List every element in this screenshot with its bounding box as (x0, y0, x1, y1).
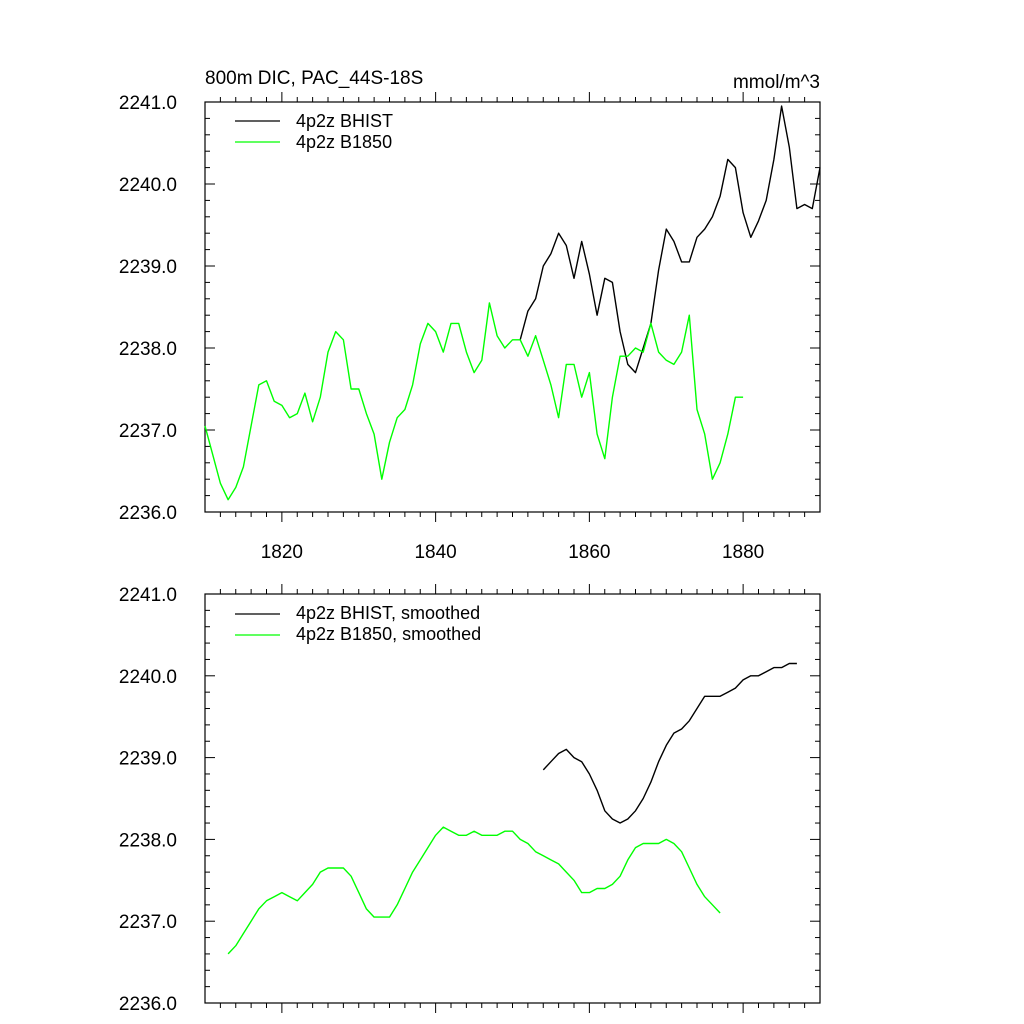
x-tick-label: 1860 (568, 542, 610, 563)
y-tick-label: 2238.0 (119, 830, 177, 851)
y-tick-label: 2239.0 (119, 749, 177, 770)
plot-frame (204, 101, 821, 513)
x-tick-label: 1840 (414, 542, 456, 563)
y-tick-label: 2236.0 (119, 503, 177, 524)
bottom-panel: 4p2z BHIST, smoothed 4p2z B1850, smoothe… (119, 584, 821, 1015)
x-tick-label: 1820 (261, 542, 303, 563)
series-line-4p2z-bhist-smoothed (542, 662, 797, 824)
y-tick-label: 2237.0 (119, 912, 177, 933)
legend-label-b1850-smoothed: 4p2z B1850, smoothed (296, 624, 481, 644)
legend-label-b1850: 4p2z B1850 (296, 132, 392, 152)
y-tick-label: 2240.0 (119, 175, 177, 196)
y-tick-label: 2238.0 (119, 339, 177, 360)
y-tick-label: 2241.0 (119, 93, 177, 114)
chart-title: 800m DIC, PAC_44S-18S (205, 68, 423, 89)
series-line-4p2z-b1850-smoothed (227, 826, 721, 955)
legend: 4p2z BHIST, smoothed 4p2z B1850, smoothe… (235, 603, 481, 644)
series-line-4p2z-b1850 (204, 302, 744, 501)
series-line-4p2z-bhist (519, 105, 821, 374)
legend-label-bhist: 4p2z BHIST (296, 111, 393, 131)
legend-label-bhist-smoothed: 4p2z BHIST, smoothed (296, 603, 480, 623)
y-tick-label: 2241.0 (119, 585, 177, 606)
y-tick-label: 2240.0 (119, 667, 177, 688)
top-panel: 800m DIC, PAC_44S-18S mmol/m^3 4p2z BHIS… (119, 68, 821, 563)
y-tick-label: 2236.0 (119, 994, 177, 1015)
legend: 4p2z BHIST 4p2z B1850 (235, 111, 393, 152)
y-tick-label: 2239.0 (119, 257, 177, 278)
y-tick-label: 2237.0 (119, 421, 177, 442)
units-label: mmol/m^3 (733, 72, 820, 93)
x-tick-label: 1880 (722, 542, 764, 563)
plot-frame (204, 593, 821, 1004)
